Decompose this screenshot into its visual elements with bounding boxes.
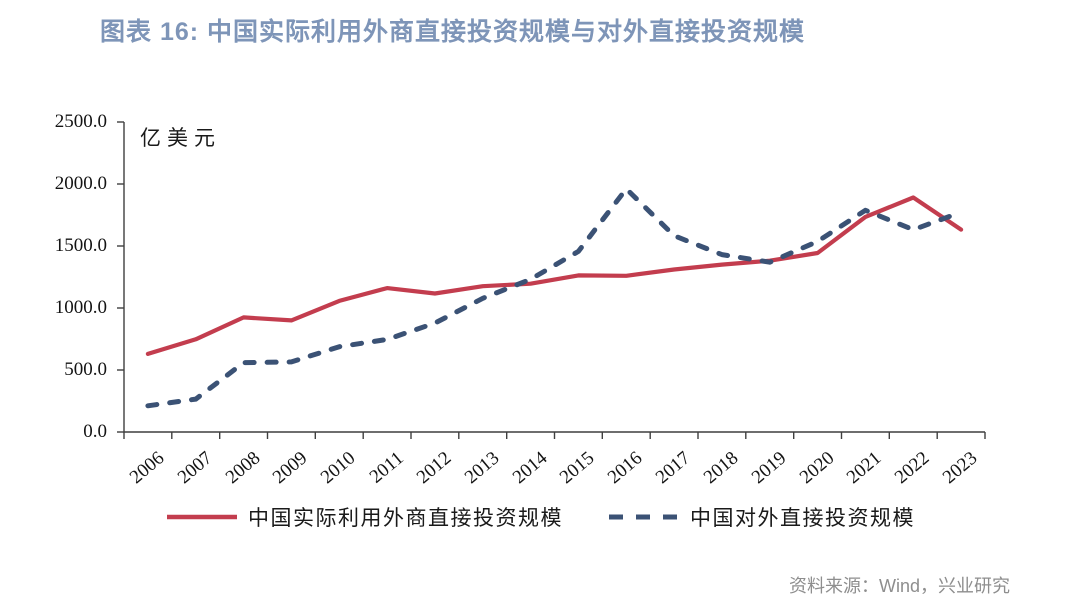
y-axis-tick-label: 500.0 bbox=[64, 359, 107, 380]
legend-solid-line-swatch bbox=[167, 514, 237, 520]
legend-item-fdi-inward: 中国实际利用外商直接投资规模 bbox=[165, 502, 563, 532]
y-axis-tick-label: 1500.0 bbox=[54, 235, 107, 256]
source-attribution: 资料来源：Wind，兴业研究 bbox=[788, 576, 1010, 596]
y-axis-tick-label: 2500.0 bbox=[54, 111, 107, 132]
legend-label-odi-outward: 中国对外直接投资规模 bbox=[690, 506, 915, 530]
legend-label-fdi-inward: 中国实际利用外商直接投资规模 bbox=[248, 506, 563, 530]
chart-title: 图表 16: 中国实际利用外商直接投资规模与对外直接投资规模 bbox=[100, 18, 806, 46]
legend-item-odi-outward: 中国对外直接投资规模 bbox=[607, 502, 915, 532]
legend-dashed-line-swatch bbox=[609, 514, 677, 520]
legend: 中国实际利用外商直接投资规模 中国对外直接投资规模 bbox=[0, 502, 1080, 532]
y-axis-tick-label: 2000.0 bbox=[54, 173, 107, 194]
y-axis-tick-label: 1000.0 bbox=[54, 297, 107, 318]
y-axis-tick-label: 0.0 bbox=[83, 421, 107, 442]
y-axis-unit-label: 亿美元 bbox=[140, 126, 221, 150]
